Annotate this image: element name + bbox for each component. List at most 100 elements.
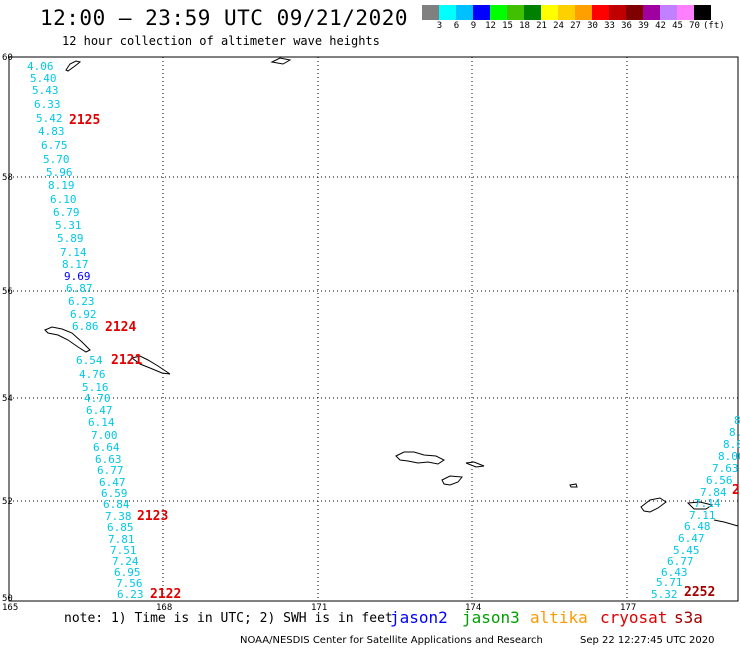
color-scale-label-15: 15 [502, 21, 513, 31]
swh-value-west-15: 8.17 [62, 258, 89, 271]
color-scale-label-21: 21 [536, 21, 547, 31]
swh-value-west-32: 6.59 [101, 487, 128, 500]
swh-value-west-0: 4.06 [27, 60, 54, 73]
swh-value-west-40: 7.56 [116, 577, 143, 590]
swh-value-west-28: 6.64 [93, 441, 120, 454]
pass-label-2122: 2122 [150, 587, 181, 602]
pass-label-2252: 2252 [684, 585, 715, 600]
color-swatch-16 [694, 5, 711, 20]
coastlines [44, 57, 739, 527]
color-swatch-5 [507, 5, 524, 20]
swh-value-east-6: 7.84 [700, 486, 727, 499]
color-swatch-14 [660, 5, 677, 20]
coastline-small-island-a [465, 461, 485, 468]
color-scale-label-27: 27 [570, 21, 581, 31]
swh-value-west-3: 6.33 [34, 98, 61, 111]
credit-line: NOAA/NESDIS Center for Satellite Applica… [240, 635, 543, 646]
swh-value-west-26: 6.14 [88, 416, 115, 429]
legend-jason3: jason3 [462, 608, 520, 627]
swh-value-west-16: 9.69 [64, 270, 91, 283]
swh-value-west-30: 6.77 [97, 464, 124, 477]
color-scale-label-39: 39 [638, 21, 649, 31]
swh-value-west-18: 6.23 [68, 295, 95, 308]
color-swatch-13 [643, 5, 660, 20]
swh-value-west-24: 4.70 [84, 392, 111, 405]
lat-label-52: 52 [2, 497, 13, 507]
lat-label-60: 60 [2, 53, 13, 63]
track-east-values: 88.8.08.007.636.567.847.147.116.486.475.… [651, 414, 740, 601]
lat-label-54: 54 [2, 394, 13, 404]
swh-value-west-37: 7.51 [110, 544, 137, 557]
color-swatch-1 [439, 5, 456, 20]
lon-label-168: 168 [156, 603, 172, 613]
lon-label-174: 174 [465, 603, 481, 613]
swh-value-west-20: 6.86 [72, 320, 99, 333]
swh-value-west-35: 6.85 [107, 521, 134, 534]
lon-label-171: 171 [311, 603, 327, 613]
swh-value-west-21: 6.54 [76, 354, 103, 367]
lon-label-165: 165 [2, 603, 18, 613]
coastline-kanaga-island [686, 501, 714, 510]
swh-value-east-0: 8 [734, 414, 740, 427]
pass-label-partial: 2 [732, 483, 740, 498]
swh-value-west-13: 5.89 [57, 232, 84, 245]
color-scale-label-24: 24 [553, 21, 564, 31]
swh-value-west-25: 6.47 [86, 404, 113, 417]
color-scale-label-45: 45 [672, 21, 683, 31]
swh-value-east-13: 6.43 [661, 566, 688, 579]
swh-value-west-41: 6.23 [117, 588, 144, 601]
swh-value-east-5: 6.56 [706, 474, 733, 487]
color-swatch-9 [575, 5, 592, 20]
swh-value-west-1: 5.40 [30, 72, 57, 85]
coastline-amlia-island [441, 475, 463, 486]
swh-value-west-11: 6.79 [53, 206, 80, 219]
color-scale-label-70: 70 [689, 21, 700, 31]
swh-value-east-2: 8.0 [723, 438, 740, 451]
swh-value-west-23: 5.16 [82, 381, 109, 394]
coastline-unimak-island [44, 326, 91, 353]
color-scale-label-6: 6 [453, 21, 460, 31]
color-scale-label-30: 30 [587, 21, 598, 31]
coastline-north-fragment [270, 57, 292, 65]
color-scale-label-42: 42 [655, 21, 666, 31]
color-scale-bar [422, 5, 711, 20]
coastline-akun-island [130, 355, 171, 375]
color-swatch-10 [592, 5, 609, 20]
swh-value-west-19: 6.92 [70, 308, 97, 321]
swh-value-west-39: 6.95 [114, 566, 141, 579]
swh-value-west-17: 6.87 [66, 282, 93, 295]
lat-label-56: 56 [2, 287, 13, 297]
color-scale-label-33: 33 [604, 21, 615, 31]
swh-value-west-38: 7.24 [112, 555, 139, 568]
coastline-atka-island [395, 451, 445, 465]
legend-jason2: jason2 [390, 608, 448, 627]
swh-value-west-29: 6.63 [95, 453, 122, 466]
swh-value-west-27: 7.00 [91, 429, 118, 442]
swh-value-west-36: 7.81 [108, 533, 135, 546]
color-swatch-12 [626, 5, 643, 20]
color-swatch-0 [422, 5, 439, 20]
swh-value-west-9: 8.19 [48, 179, 75, 192]
coastline-adak-island [640, 497, 667, 513]
pass-label-2121: 2121 [111, 353, 142, 368]
swh-value-west-14: 7.14 [60, 246, 87, 259]
swh-value-west-31: 6.47 [99, 476, 126, 489]
swh-value-east-4: 7.63 [712, 462, 739, 475]
swh-value-west-6: 6.75 [41, 139, 68, 152]
coastline-islet [569, 483, 578, 488]
swh-value-east-7: 7.14 [694, 497, 721, 510]
track-west-values: 4.065.405.436.335.424.836.755.705.968.19… [27, 60, 144, 601]
swh-value-west-12: 5.31 [55, 219, 82, 232]
swh-value-west-10: 6.10 [50, 193, 77, 206]
units-note: note: 1) Time is in UTC; 2) SWH is in fe… [64, 611, 393, 626]
color-scale-unit: (ft) [703, 21, 725, 31]
color-scale-label-18: 18 [519, 21, 530, 31]
legend-altika: altika [530, 608, 588, 627]
swh-value-west-8: 5.96 [46, 166, 73, 179]
color-scale-label-9: 9 [470, 21, 477, 31]
map-subtitle: 12 hour collection of altimeter wave hei… [62, 34, 380, 48]
swh-value-west-7: 5.70 [43, 153, 70, 166]
swh-value-east-15: 5.32 [651, 588, 678, 601]
lat-label-58: 58 [2, 173, 13, 183]
swh-value-west-5: 4.83 [38, 125, 65, 138]
